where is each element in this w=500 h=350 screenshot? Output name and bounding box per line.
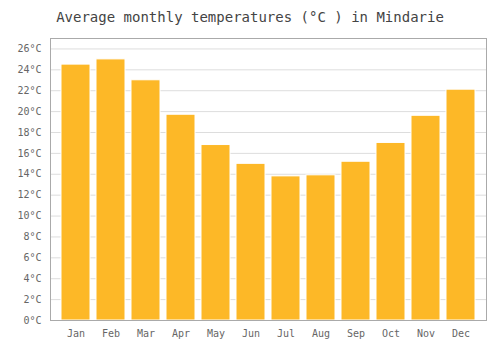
svg-text:14°C: 14°C [17, 168, 41, 179]
svg-text:4°C: 4°C [23, 273, 41, 284]
svg-text:Aug: Aug [312, 328, 330, 339]
svg-text:10°C: 10°C [17, 210, 41, 221]
svg-text:Dec: Dec [452, 328, 470, 339]
svg-text:12°C: 12°C [17, 189, 41, 200]
svg-text:26°C: 26°C [17, 43, 41, 54]
svg-text:0°C: 0°C [23, 315, 41, 326]
svg-text:22°C: 22°C [17, 85, 41, 96]
svg-text:2°C: 2°C [23, 294, 41, 305]
svg-text:Mar: Mar [137, 328, 155, 339]
svg-text:Jun: Jun [242, 328, 260, 339]
svg-text:Nov: Nov [417, 328, 435, 339]
svg-text:20°C: 20°C [17, 106, 41, 117]
svg-text:Jul: Jul [277, 328, 295, 339]
svg-text:Feb: Feb [102, 328, 120, 339]
svg-text:Sep: Sep [347, 328, 365, 339]
svg-text:24°C: 24°C [17, 64, 41, 75]
svg-text:16°C: 16°C [17, 148, 41, 159]
html-text:Average monthly temperatures (: Average monthly temperatures (°C ) in Mi… [56, 9, 444, 25]
svg-text:6°C: 6°C [23, 252, 41, 263]
svg-text:8°C: 8°C [23, 231, 41, 242]
svg-text:Jan: Jan [67, 328, 85, 339]
svg-text:18°C: 18°C [17, 127, 41, 138]
svg-text:Oct: Oct [382, 328, 400, 339]
svg-text:May: May [207, 328, 225, 339]
svg-text:Apr: Apr [172, 328, 190, 339]
